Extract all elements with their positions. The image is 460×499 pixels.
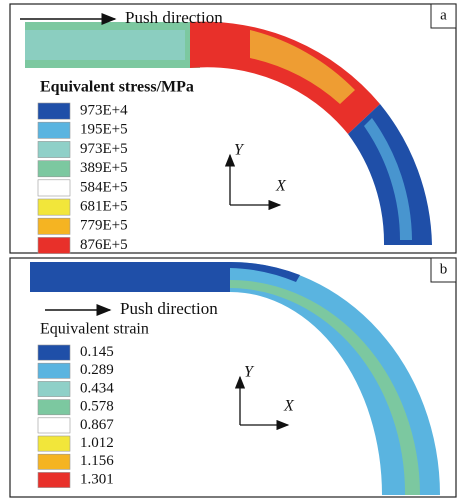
- legend-label: 681E+5: [80, 199, 128, 215]
- legend-swatch: [37, 344, 71, 361]
- push-direction: Push direction: [120, 299, 218, 318]
- legend-title: Equivalent strain: [40, 321, 149, 338]
- legend-swatch: [37, 217, 71, 235]
- legend-swatch: [37, 435, 71, 452]
- legend-title: Equivalent stress/MPa: [40, 79, 194, 96]
- legend-swatch: [37, 121, 71, 139]
- legend-label: 0.289: [80, 362, 114, 378]
- legend-label: 1.301: [80, 471, 114, 487]
- legend-swatch: [37, 160, 71, 178]
- legend-label: 876E+5: [80, 237, 128, 253]
- legend-label: 0.434: [80, 380, 114, 396]
- legend-label: 0.578: [80, 399, 114, 415]
- legend-label: 0.145: [80, 344, 114, 360]
- legend-label: 973E+5: [80, 141, 128, 157]
- legend-label: 195E+5: [80, 122, 128, 138]
- axis-y-label: Y: [244, 364, 255, 381]
- legend-label: 1.012: [80, 435, 114, 451]
- axis-x-label: X: [275, 178, 287, 195]
- legend-swatch: [37, 381, 71, 397]
- legend-label: 779E+5: [80, 218, 128, 234]
- panel-label-box: [430, 257, 457, 283]
- legend-swatch: [37, 237, 71, 254]
- push-direction: Push direction: [125, 8, 223, 27]
- legend-swatch: [37, 472, 71, 488]
- axis-y-label: Y: [234, 142, 245, 159]
- legend-label: 389E+5: [80, 160, 128, 176]
- pipe-a: [25, 21, 432, 245]
- panel-frame: [9, 3, 457, 254]
- legend-label: 584E+5: [80, 179, 128, 195]
- legend-swatch: [37, 198, 71, 216]
- legend-label: 0.867: [80, 417, 114, 433]
- axis-x-label: X: [283, 398, 295, 415]
- panel-label: a: [440, 7, 447, 23]
- pipe-b: [30, 261, 440, 495]
- legend-swatch: [37, 362, 71, 379]
- legend-swatch: [37, 399, 71, 416]
- panel-frame: [9, 257, 457, 498]
- legend-label: 973E+4: [80, 103, 128, 119]
- legend-swatch: [37, 179, 71, 197]
- panel-label: b: [440, 261, 448, 277]
- legend-swatch: [37, 453, 71, 470]
- legend-swatch: [37, 141, 71, 158]
- legend-swatch: [37, 102, 71, 120]
- legend-label: 1.156: [80, 453, 114, 469]
- panel-label-box: [430, 3, 457, 29]
- legend-swatch: [37, 417, 71, 434]
